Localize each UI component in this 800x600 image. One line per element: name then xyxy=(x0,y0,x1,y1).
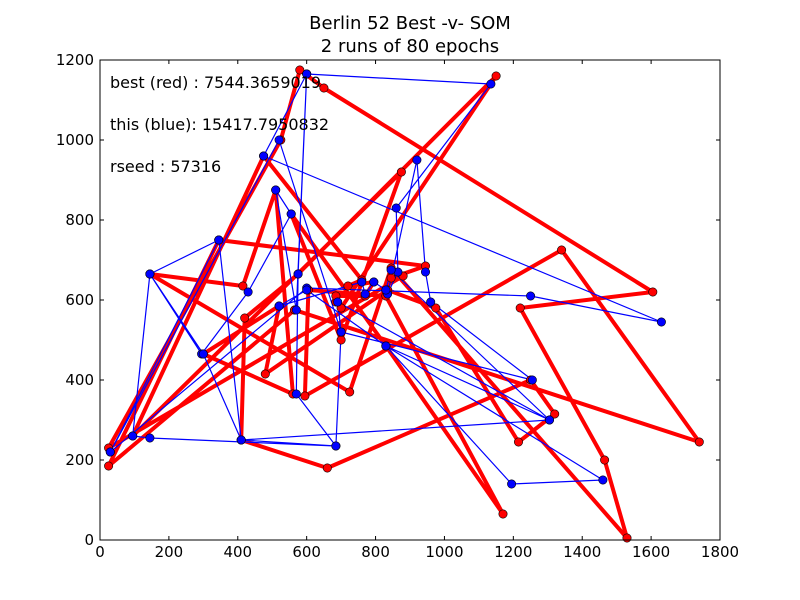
x-tick-label: 1200 xyxy=(494,543,532,561)
series-1-point xyxy=(333,297,343,307)
series-0-point xyxy=(322,463,332,473)
series-1-point xyxy=(391,203,401,213)
x-tick-label: 1000 xyxy=(425,543,463,561)
series-0-point xyxy=(550,409,560,419)
x-tick-label: 800 xyxy=(361,543,390,561)
series-0-point xyxy=(396,167,406,177)
series-1-point xyxy=(507,479,517,489)
series-1-point xyxy=(369,277,379,287)
series-1-point xyxy=(214,235,224,245)
series-0-point xyxy=(240,313,250,323)
series-1-point xyxy=(412,155,422,165)
series-1-point xyxy=(145,433,155,443)
y-tick-label: 0 xyxy=(84,531,94,549)
annotation-this: this (blue): 15417.7950832 xyxy=(110,115,329,134)
series-1-point xyxy=(243,287,253,297)
annotation-best: best (red) : 7544.3659019 xyxy=(110,73,321,92)
series-1-point xyxy=(128,431,138,441)
x-tick-label: 1800 xyxy=(701,543,739,561)
series-1-point xyxy=(291,389,301,399)
series-1-line xyxy=(109,73,662,485)
series-1-point xyxy=(274,301,284,311)
series-1-point xyxy=(360,289,370,299)
series-1-point xyxy=(381,285,391,295)
series-0-point xyxy=(295,65,305,75)
y-tick-label: 1000 xyxy=(56,131,94,149)
x-tick-label: 1400 xyxy=(563,543,601,561)
chart-subtitle: 2 runs of 80 epochs xyxy=(321,36,499,57)
series-1-point xyxy=(527,375,537,385)
series-0-point xyxy=(300,391,310,401)
series-1-point xyxy=(274,135,284,145)
series-1-point xyxy=(302,69,312,79)
annotation-rseed: rseed : 57316 xyxy=(110,157,221,176)
series-0-point xyxy=(622,533,632,543)
series-0-point xyxy=(238,281,248,291)
series-1-point xyxy=(105,447,115,457)
series-1-point xyxy=(331,441,341,451)
series-1-point xyxy=(291,305,301,315)
series-0-point xyxy=(600,455,610,465)
x-tick-label: 1600 xyxy=(632,543,670,561)
series-1-point xyxy=(236,435,246,445)
series-1-point xyxy=(198,349,208,359)
series-0-point xyxy=(498,509,508,519)
series-1-point xyxy=(381,341,391,351)
series-0-point xyxy=(648,287,658,297)
y-tick-label: 1200 xyxy=(56,51,94,69)
series-1-point xyxy=(656,317,666,327)
series-layer xyxy=(104,65,704,543)
y-tick-label: 400 xyxy=(65,371,94,389)
series-1-point xyxy=(259,151,269,161)
series-1-point xyxy=(598,475,608,485)
x-tick-label: 200 xyxy=(155,543,184,561)
series-1-point xyxy=(526,291,536,301)
series-1-point xyxy=(336,327,346,337)
series-0-point xyxy=(260,369,270,379)
series-0-point xyxy=(319,83,329,93)
chart-title: Berlin 52 Best -v- SOM xyxy=(309,13,511,34)
series-1-point xyxy=(145,269,155,279)
series-1-point xyxy=(420,267,430,277)
ticks-layer: 0 200 400 600 800 1000 1200 1400 1600 1800 0 200 400… xyxy=(56,51,739,561)
series-1-point xyxy=(271,185,281,195)
series-0-point xyxy=(345,387,355,397)
series-1-point xyxy=(386,265,396,275)
series-0-point xyxy=(513,437,523,447)
series-0-point xyxy=(336,335,346,345)
series-0-point xyxy=(343,281,353,291)
series-0-point xyxy=(515,303,525,313)
series-1-point xyxy=(426,297,436,307)
series-1-point xyxy=(486,79,496,89)
y-tick-label: 200 xyxy=(65,451,94,469)
series-1-point xyxy=(357,277,367,287)
series-0-point xyxy=(431,303,441,313)
series-0-point xyxy=(104,461,114,471)
series-0-point xyxy=(557,245,567,255)
x-tick-label: 400 xyxy=(223,543,252,561)
series-1-point xyxy=(302,285,312,295)
series-1-point xyxy=(286,209,296,219)
x-tick-label: 600 xyxy=(292,543,321,561)
series-1-point xyxy=(544,415,554,425)
y-tick-label: 600 xyxy=(65,291,94,309)
series-0-point xyxy=(386,273,396,283)
y-tick-label: 800 xyxy=(65,211,94,229)
series-0-point xyxy=(491,71,501,81)
series-1-point xyxy=(293,269,303,279)
series-0-point xyxy=(694,437,704,447)
x-tick-label: 0 xyxy=(95,543,105,561)
